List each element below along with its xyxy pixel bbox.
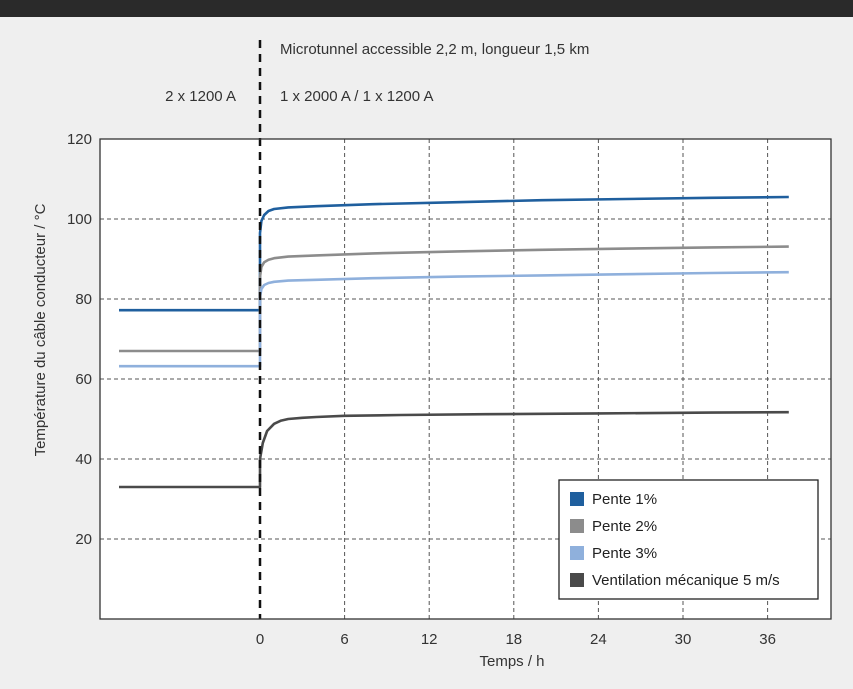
legend-swatch bbox=[570, 492, 584, 506]
series-line bbox=[119, 410, 789, 489]
legend-swatch bbox=[570, 573, 584, 587]
y-tick-label: 80 bbox=[75, 291, 92, 308]
legend-label: Ventilation mécanique 5 m/s bbox=[592, 572, 780, 589]
legend-label: Pente 1% bbox=[592, 491, 657, 508]
legend-box bbox=[558, 479, 819, 600]
y-tick-label: 100 bbox=[67, 211, 92, 228]
legend-items: Pente 1% Pente 2% Pente 3% Ventilation méca… bbox=[570, 491, 780, 589]
x-tick-label: 24 bbox=[590, 631, 607, 648]
plot-border bbox=[99, 138, 832, 620]
y-tick-label: 40 bbox=[75, 451, 92, 468]
x-tick-label: 18 bbox=[505, 631, 522, 648]
x-tick-label: 12 bbox=[421, 631, 438, 648]
legend-swatch bbox=[570, 546, 584, 560]
legend: Pente 1% Pente 2% Pente 3% Ventilation méca… bbox=[558, 479, 819, 600]
x-tick-label: 36 bbox=[759, 631, 776, 648]
legend-swatch bbox=[570, 519, 584, 533]
x-axis-label: Temps / h bbox=[479, 653, 544, 670]
tick-labels: 20 40 60 80 100 120 0 6 12 18 24 30 36 bbox=[67, 131, 776, 648]
y-tick-label: 60 bbox=[75, 371, 92, 388]
annotation-left: 2 x 1200 A bbox=[165, 88, 236, 105]
x-tick-label: 30 bbox=[675, 631, 692, 648]
annotation-top: Microtunnel accessible 2,2 m, longueur 1… bbox=[280, 41, 589, 58]
legend-label: Pente 3% bbox=[592, 545, 657, 562]
y-tick-label: 20 bbox=[75, 531, 92, 548]
y-tick-label: 120 bbox=[67, 131, 92, 148]
x-tick-label: 6 bbox=[340, 631, 348, 648]
y-axis-label: Température du câble conducteur / °C bbox=[32, 203, 49, 456]
annotation-right: 1 x 2000 A / 1 x 1200 A bbox=[280, 88, 433, 105]
legend-label: Pente 2% bbox=[592, 518, 657, 535]
series-line bbox=[119, 245, 789, 353]
x-tick-label: 0 bbox=[256, 631, 264, 648]
top-bar bbox=[0, 0, 853, 17]
